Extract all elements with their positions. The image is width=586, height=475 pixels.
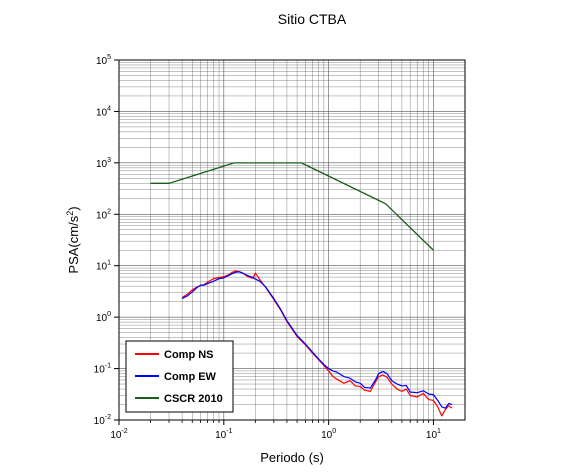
y-axis-label: PSA(cm/s2) (65, 206, 81, 273)
legend-label-ns: Comp NS (164, 349, 214, 361)
legend: Comp NS Comp EW CSCR 2010 (125, 340, 234, 413)
chart-title: Sitio CTBA (278, 11, 347, 27)
plot-frame (118, 59, 466, 421)
x-tick-label: 100 (321, 428, 336, 441)
legend-label-ew: Comp EW (164, 371, 217, 383)
series-line-cscr-2010 (150, 162, 434, 251)
x-tick-labels: 10-2 10-1 100 101 (110, 420, 441, 441)
series-layer (150, 162, 453, 417)
y-tick-label: 101 (96, 260, 111, 273)
y-tick-label: 100 (96, 311, 111, 324)
y-tick-label: 104 (96, 105, 111, 118)
legend-label-cscr: CSCR 2010 (164, 393, 223, 405)
y-tick-label: 105 (96, 54, 111, 67)
x-tick-label: 10-2 (110, 428, 127, 441)
x-axis-label: Periodo (s) (260, 450, 324, 465)
y-tick-label: 102 (96, 208, 111, 221)
x-tick-label: 10-1 (215, 428, 232, 441)
y-tick-label: 10-1 (94, 363, 111, 376)
y-tick-label: 103 (96, 157, 111, 170)
series-line-comp-ew (181, 271, 453, 409)
y-tick-labels: 10-2 10-1 100 101 102 103 104 105 (94, 54, 119, 427)
series-line-comp-ns (181, 270, 453, 417)
x-tick-label: 101 (426, 428, 441, 441)
y-tick-label: 10-2 (94, 414, 111, 427)
grid (119, 60, 465, 420)
